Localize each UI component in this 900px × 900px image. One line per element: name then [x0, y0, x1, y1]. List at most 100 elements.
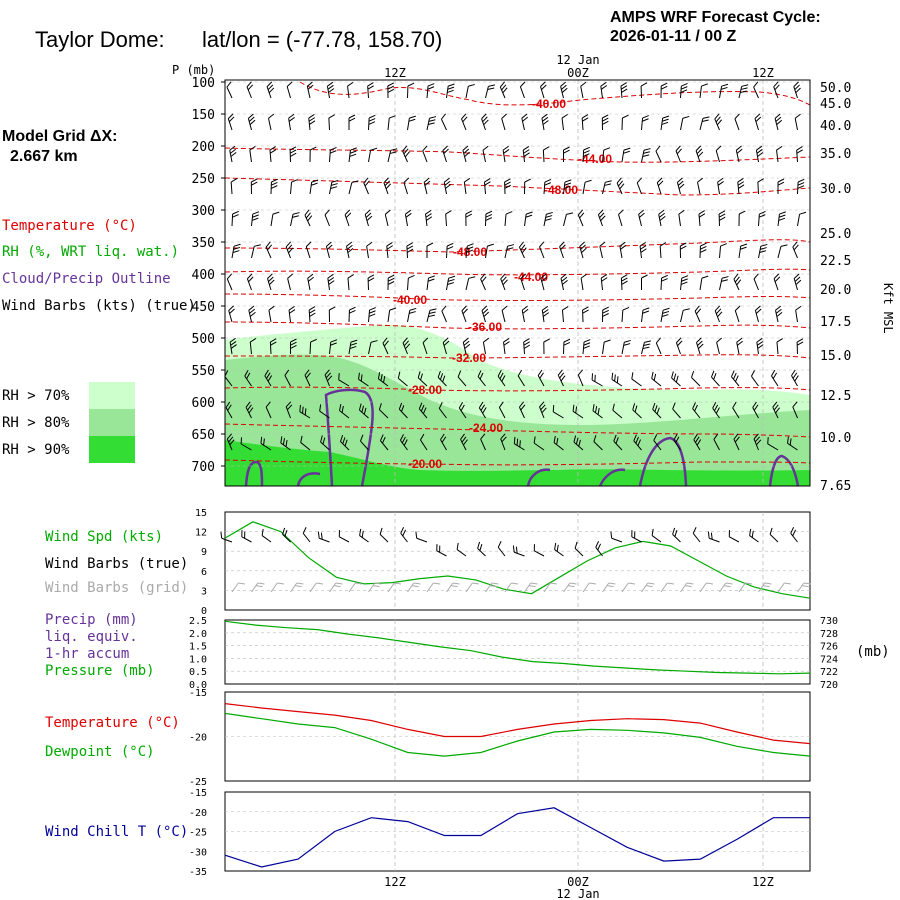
- barb-feather: [309, 120, 316, 125]
- barb-staff: [387, 310, 391, 323]
- wind-barb: [229, 145, 237, 163]
- barb-feather: [756, 439, 762, 446]
- wind-barb: [693, 433, 702, 451]
- barb-feather: [447, 89, 454, 93]
- barb-feather: [426, 242, 434, 247]
- barb-staff: [359, 535, 369, 543]
- barb-staff: [698, 214, 701, 227]
- wind-barb: [249, 338, 257, 355]
- barb-feather: [280, 436, 283, 444]
- grid-label-1: Model Grid ΔX:: [2, 128, 118, 145]
- barb-feather: [309, 146, 317, 151]
- barb-feather: [284, 369, 290, 376]
- barb-feather: [443, 148, 449, 154]
- barb-feather: [677, 340, 683, 347]
- barb-staff: [521, 310, 525, 323]
- barb-feather: [780, 244, 788, 247]
- barb-staff: [348, 582, 356, 593]
- barb-feather: [584, 179, 592, 183]
- barb-feather: [680, 281, 688, 285]
- barb-feather: [755, 308, 762, 314]
- wind-barb: [482, 337, 490, 355]
- wind-barb: [640, 82, 648, 99]
- barb-staff: [651, 378, 662, 387]
- barb-staff: [320, 441, 330, 451]
- wind-barb: [402, 337, 411, 355]
- barb-feather: [542, 312, 550, 317]
- wind-barb: [244, 369, 252, 387]
- barb-feather: [369, 307, 376, 311]
- barb-feather: [544, 218, 552, 221]
- barb-feather: [680, 86, 688, 90]
- wind-barb: [793, 273, 802, 291]
- cloud-outline-5: [638, 436, 688, 487]
- barb-feather: [653, 373, 657, 381]
- barb-feather: [383, 375, 386, 383]
- rh-fills: [225, 324, 810, 486]
- wind-barb: [751, 370, 759, 387]
- precip-panel-frame: [224, 619, 811, 685]
- barb-feather: [776, 119, 783, 125]
- wind-barb-grid: [680, 582, 694, 593]
- barb-staff: [559, 246, 564, 259]
- barb-staff: [319, 410, 330, 419]
- contour-label: -24.00: [469, 421, 503, 435]
- barb-staff: [379, 409, 389, 419]
- barb-feather: [622, 306, 630, 311]
- barb-feather: [561, 84, 567, 90]
- wind-barb: [641, 274, 648, 290]
- barb-feather: [667, 582, 675, 585]
- wind-barb: [446, 275, 456, 291]
- barb-feather: [450, 585, 458, 588]
- wind-barb: [777, 178, 785, 194]
- wind-barb: [542, 146, 550, 163]
- barb-feather: [479, 372, 484, 380]
- barb-feather: [308, 306, 316, 311]
- wind-barb: [641, 307, 650, 323]
- wind-barb: [360, 434, 369, 451]
- barb-feather: [661, 274, 668, 279]
- barb-feather: [700, 242, 707, 247]
- barb-staff: [632, 409, 642, 419]
- wind-barb: [326, 81, 335, 99]
- barb-feather: [420, 433, 425, 441]
- barb-feather: [387, 281, 395, 285]
- barb-staff: [672, 408, 681, 419]
- barb-staff: [611, 537, 623, 543]
- wind-barb: [367, 82, 374, 99]
- wind-barb: [445, 210, 452, 227]
- barb-staff: [680, 582, 688, 593]
- barb-feather: [583, 342, 591, 346]
- barb-feather: [389, 115, 396, 119]
- barb-feather: [515, 546, 518, 554]
- height-tick: 10.0: [820, 431, 851, 446]
- barb-feather: [604, 183, 612, 186]
- wind-barb-grid: [348, 582, 363, 593]
- barb-feather: [803, 582, 811, 585]
- barb-feather: [264, 369, 269, 376]
- wind-barb: [280, 436, 291, 451]
- barb-feather: [608, 582, 616, 585]
- wind-barb: [364, 209, 373, 227]
- grid-label-2: 2.667 km: [10, 148, 78, 165]
- barb-staff: [485, 86, 489, 99]
- barb-feather: [660, 82, 668, 87]
- barb-feather: [563, 338, 571, 343]
- barb-feather: [733, 433, 739, 440]
- barb-feather: [349, 309, 356, 314]
- wind-barb: [620, 274, 628, 291]
- barb-staff: [270, 582, 278, 593]
- barb-staff: [734, 118, 740, 131]
- y-tick-label: 0: [201, 606, 207, 617]
- barb-feather: [575, 406, 578, 414]
- barb-feather: [365, 212, 372, 218]
- barb-feather: [350, 339, 358, 343]
- barb-feather: [680, 89, 688, 93]
- barb-feather: [308, 117, 316, 122]
- barb-staff: [719, 582, 727, 593]
- barb-staff: [231, 213, 234, 227]
- barb-feather: [270, 185, 278, 189]
- barb-feather: [674, 530, 678, 537]
- wind-barb-true: [692, 527, 701, 543]
- barb-staff: [339, 536, 350, 543]
